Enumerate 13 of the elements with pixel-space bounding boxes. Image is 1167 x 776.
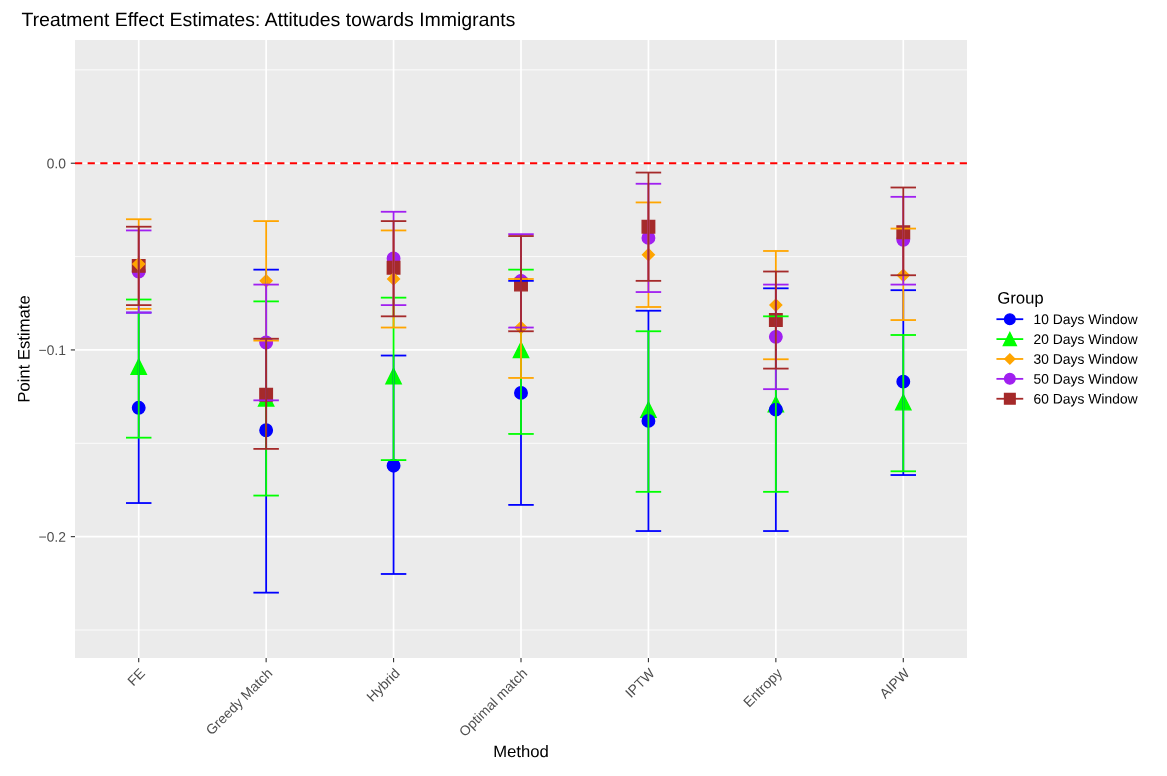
y-tick-label: 0.0 xyxy=(47,158,66,169)
legend-label: 60 Days Window xyxy=(1034,393,1138,407)
y-axis-title: Point Estimate xyxy=(17,296,30,402)
legend-title: Group xyxy=(998,291,1043,308)
chart-title: Treatment Effect Estimates: Attitudes towards Immigrants xyxy=(21,12,515,31)
legend-label: 50 Days Window xyxy=(1034,373,1138,387)
legend-label: 30 Days Window xyxy=(1033,353,1138,367)
x-tick-label: FE xyxy=(127,667,146,686)
legend-label: 10 Days Window xyxy=(1034,313,1138,327)
legend-label: 20 Days Window xyxy=(1034,333,1138,347)
y-tick-label: −0.1 xyxy=(39,345,66,356)
x-axis-title: Method xyxy=(494,745,548,758)
y-tick-label: −0.2 xyxy=(39,531,66,542)
